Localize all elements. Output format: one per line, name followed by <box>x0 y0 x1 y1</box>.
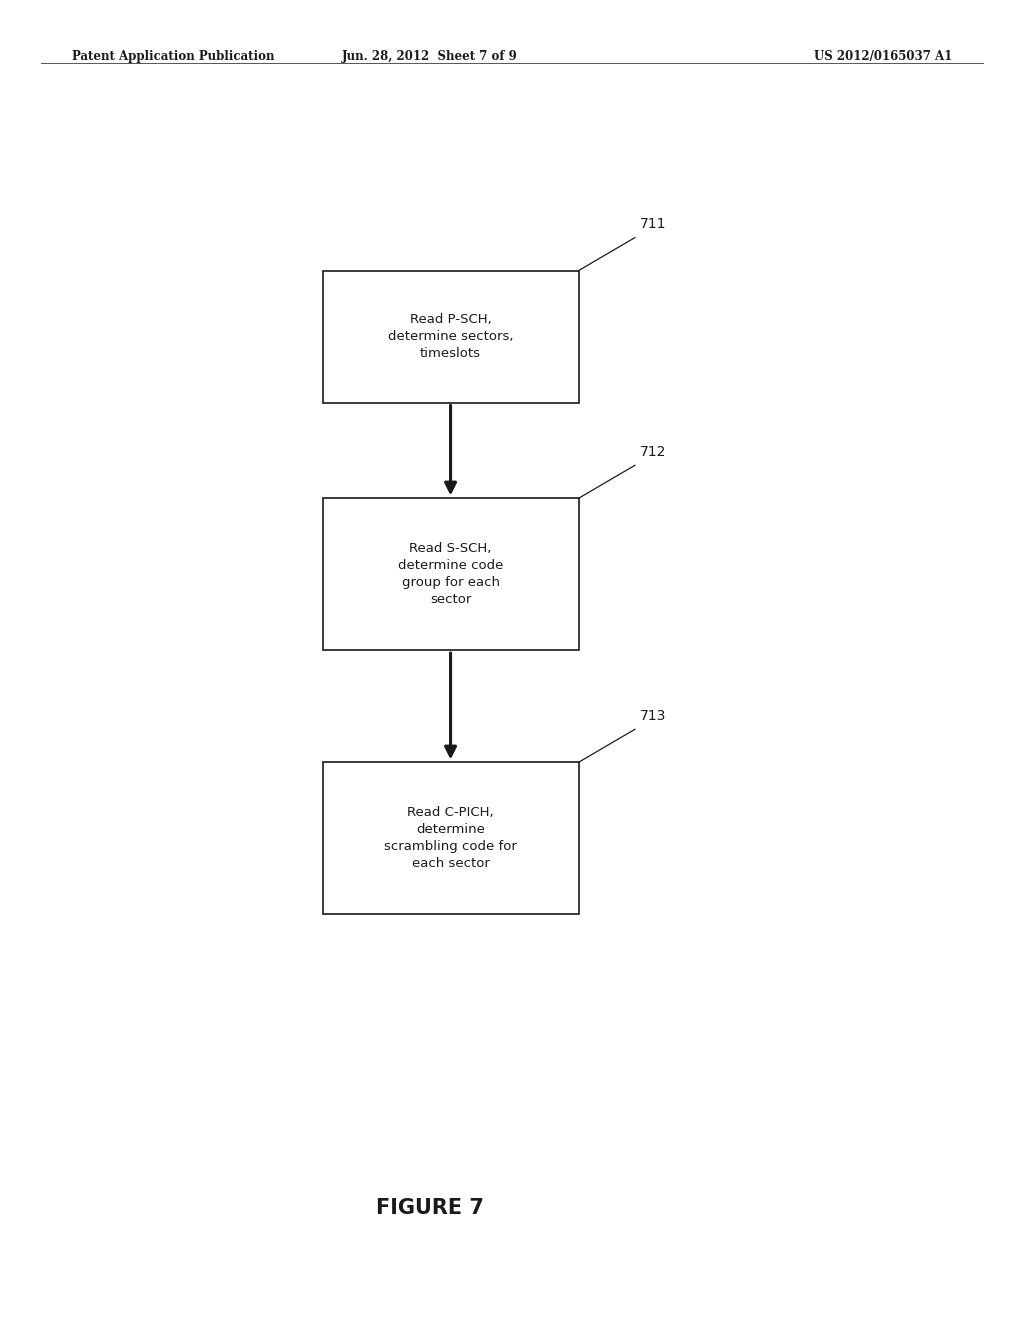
Bar <box>323 499 579 651</box>
Bar <box>323 271 579 403</box>
Text: Jun. 28, 2012  Sheet 7 of 9: Jun. 28, 2012 Sheet 7 of 9 <box>342 50 518 63</box>
Text: Read P-SCH,
determine sectors,
timeslots: Read P-SCH, determine sectors, timeslots <box>388 313 513 360</box>
Text: 711: 711 <box>640 216 667 231</box>
Text: 713: 713 <box>640 709 667 722</box>
Text: FIGURE 7: FIGURE 7 <box>376 1197 484 1218</box>
Text: US 2012/0165037 A1: US 2012/0165037 A1 <box>814 50 952 63</box>
Text: Patent Application Publication: Patent Application Publication <box>72 50 274 63</box>
Text: 712: 712 <box>640 445 667 459</box>
Bar <box>323 763 579 913</box>
Text: Read S-SCH,
determine code
group for each
sector: Read S-SCH, determine code group for eac… <box>398 543 503 606</box>
Text: Read C-PICH,
determine
scrambling code for
each sector: Read C-PICH, determine scrambling code f… <box>384 807 517 870</box>
